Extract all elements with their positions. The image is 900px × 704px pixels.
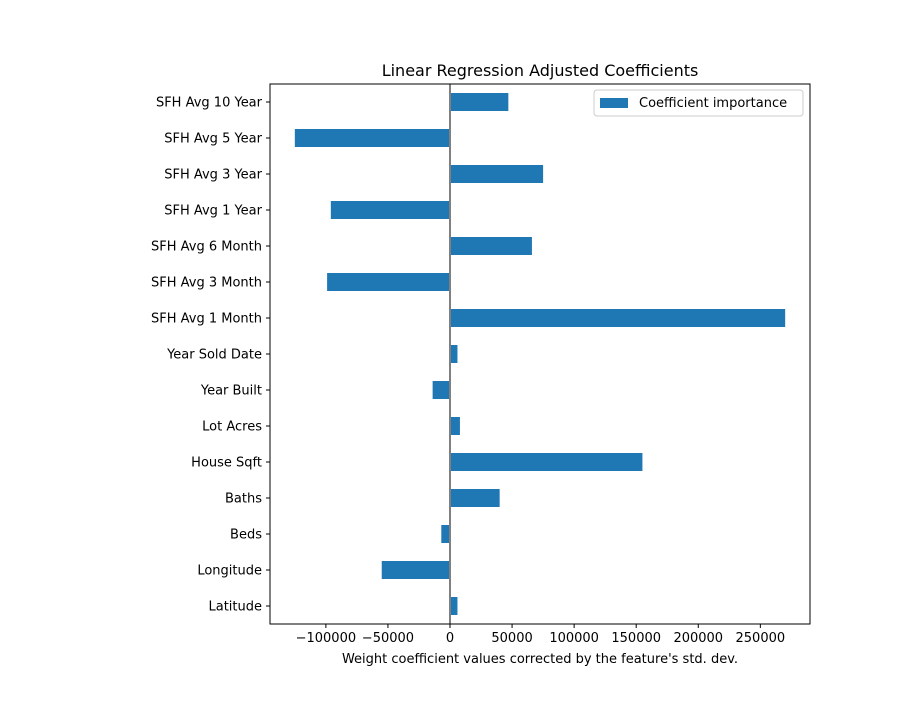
y-tick-label: Year Sold Date <box>166 348 262 363</box>
bar-house-sqft <box>450 453 643 471</box>
x-axis-ticks: −100000 −50000 0 50000 100000 150000 200000 250… <box>296 624 786 646</box>
x-tick-label: 250000 <box>736 631 786 646</box>
bar-sfh-avg-3-year <box>450 165 544 183</box>
bar-year-sold-date <box>450 345 458 363</box>
x-tick-label: −50000 <box>362 631 414 646</box>
bar-longitude <box>381 561 450 579</box>
bar-latitude <box>450 597 458 615</box>
x-tick-label: 150000 <box>611 631 661 646</box>
chart-title: Linear Regression Adjusted Coefficients <box>382 61 699 80</box>
bar-sfh-avg-1-month <box>450 309 786 327</box>
y-tick-label: SFH Avg 1 Month <box>151 312 262 327</box>
x-axis-label: Weight coefficient values corrected by t… <box>342 652 738 667</box>
x-tick-label: 200000 <box>673 631 723 646</box>
bar-year-built <box>432 381 450 399</box>
y-tick-label: SFH Avg 1 Year <box>164 204 262 219</box>
legend-swatch <box>600 98 628 108</box>
y-axis-ticks: Latitude Longitude Beds Baths House Sqft Lot … <box>151 96 270 615</box>
y-tick-label: Baths <box>225 492 262 507</box>
y-tick-label: Lot Acres <box>202 420 262 435</box>
legend-label: Coefficient importance <box>639 96 787 111</box>
y-tick-label: SFH Avg 10 Year <box>156 96 263 111</box>
x-tick-label: 50000 <box>491 631 532 646</box>
y-tick-label: Longitude <box>197 564 262 579</box>
y-tick-label: House Sqft <box>191 456 262 471</box>
bars-layer <box>294 93 786 615</box>
y-tick-label: Year Built <box>200 384 262 399</box>
bar-baths <box>450 489 500 507</box>
x-tick-label: 100000 <box>549 631 599 646</box>
legend-box <box>593 89 804 117</box>
bar-sfh-avg-5-year <box>294 129 450 147</box>
y-tick-label: SFH Avg 5 Year <box>164 132 262 147</box>
bar-sfh-avg-6-month <box>450 237 532 255</box>
bar-beds <box>441 525 450 543</box>
bar-sfh-avg-1-year <box>330 201 450 219</box>
bar-sfh-avg-3-month <box>327 273 450 291</box>
y-tick-label: SFH Avg 6 Month <box>151 240 262 255</box>
legend: Coefficient importance <box>593 89 804 117</box>
bar-sfh-avg-10-year <box>450 93 509 111</box>
y-tick-label: SFH Avg 3 Year <box>164 168 262 183</box>
bar-lot-acres <box>450 417 460 435</box>
y-tick-label: Beds <box>230 528 262 543</box>
y-tick-label: SFH Avg 3 Month <box>151 276 262 291</box>
x-tick-label: 0 <box>446 631 454 646</box>
y-tick-label: Latitude <box>208 600 262 615</box>
x-tick-label: −100000 <box>296 631 357 646</box>
